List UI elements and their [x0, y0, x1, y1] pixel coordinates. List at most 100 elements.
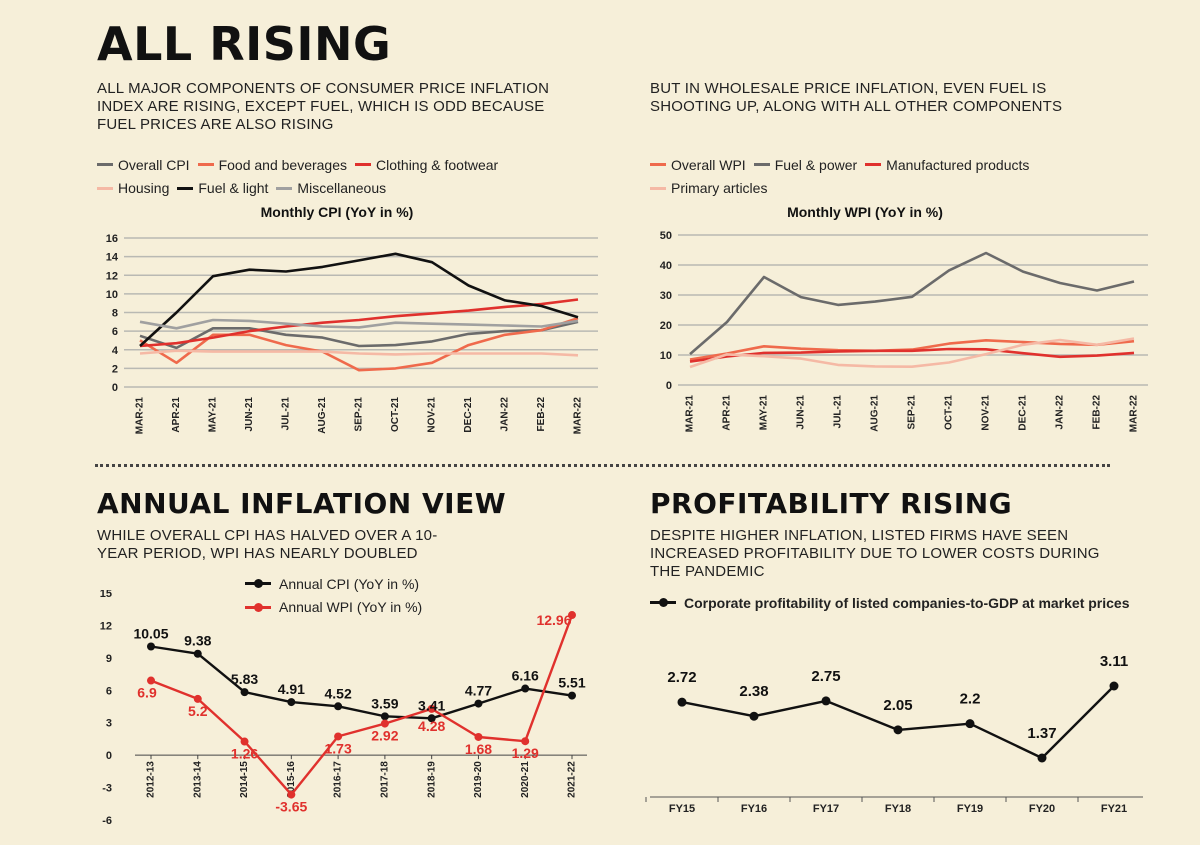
x-tick-label: 2015-16: [286, 761, 297, 798]
legend-item-fuel-light: Fuel & light: [177, 178, 268, 198]
data-point: [893, 725, 903, 735]
x-tick-label: 2017-18: [380, 761, 391, 798]
data-label: 2.92: [371, 728, 398, 744]
legend-label: Fuel & light: [198, 180, 269, 196]
series-line-housing: [139, 349, 579, 357]
legend-swatch: [97, 186, 113, 190]
series-line-overall-cpi: [139, 320, 579, 350]
y-tick-label: 12: [100, 620, 112, 632]
legend-item-overall-cpi: Overall CPI: [97, 155, 190, 175]
data-label: 4.91: [278, 681, 305, 697]
legend-swatch: [650, 163, 666, 166]
data-label: 3.41: [418, 697, 445, 713]
series-line-food-and-beverages: [139, 316, 579, 372]
x-tick-label: DEC-21: [1018, 395, 1029, 431]
y-tick-label: 10: [660, 350, 672, 362]
series-line-miscellaneous: [139, 318, 579, 330]
x-tick-label: MAY-21: [759, 395, 770, 431]
x-tick-label: MAR-22: [573, 397, 584, 435]
data-label: 5.51: [558, 675, 585, 691]
data-point: [193, 649, 202, 658]
x-tick-label: JUN-21: [796, 395, 807, 430]
data-point: [334, 732, 343, 741]
data-point: [147, 642, 155, 651]
legend-swatch: [245, 579, 271, 588]
data-label: 12.96: [536, 612, 571, 628]
legend-item-annual-wpi-yoy-in: Annual WPI (YoY in %): [245, 597, 422, 617]
data-label: 2.72: [667, 669, 696, 686]
legend-label: Corporate profitability of listed compan…: [684, 594, 1130, 611]
data-point: [287, 790, 296, 799]
annual-legend: Annual CPI (YoY in %) Annual WPI (YoY in …: [245, 570, 505, 617]
data-label: 1.26: [231, 746, 258, 762]
y-tick-label: 10: [106, 289, 118, 301]
annual-chart: -6 -3 0 3 6 9 12 15 2012-13 2013-14 2014-15 2015-16…: [100, 590, 587, 827]
x-tick-label: FY15: [669, 803, 695, 815]
legend-label: Housing: [118, 180, 170, 196]
legend-label: Overall WPI: [671, 156, 746, 173]
legend-label: Annual CPI (YoY in %): [279, 575, 420, 592]
legend-label: Primary articles: [671, 180, 768, 196]
y-tick-label: -6: [102, 815, 112, 827]
data-point: [568, 611, 576, 620]
x-tick-label: 2018-19: [426, 761, 437, 798]
data-point: [334, 702, 343, 711]
data-point: [287, 698, 296, 707]
section-divider: [95, 464, 1110, 467]
x-tick-label: 2012-13: [146, 761, 157, 798]
data-label: 1.29: [512, 745, 539, 761]
legend-swatch: [97, 163, 113, 166]
x-tick-label: NOV-21: [981, 395, 992, 431]
x-tick-label: AUG-21: [870, 395, 881, 432]
data-point: [474, 699, 483, 708]
data-point: [821, 696, 831, 706]
x-tick-label: JAN-22: [1055, 395, 1066, 430]
legend-swatch: [177, 186, 194, 190]
x-tick-label: FY21: [1101, 803, 1127, 815]
data-label: 2.75: [811, 668, 840, 685]
legend-swatch: [197, 163, 214, 166]
y-tick-label: 20: [660, 320, 672, 332]
x-tick-label: 2019-20: [473, 761, 484, 798]
legend-label: Manufactured products: [886, 156, 1030, 173]
legend-label: Miscellaneous: [297, 180, 387, 196]
data-point: [474, 732, 483, 741]
y-tick-label: 6: [112, 326, 118, 338]
legend-label: Annual WPI (YoY in %): [279, 599, 423, 615]
data-label: 10.05: [133, 626, 168, 642]
data-label: -3.65: [275, 799, 307, 815]
x-tick-label: MAR-21: [685, 395, 696, 433]
y-tick-label: 30: [660, 290, 672, 302]
data-label: 1.68: [465, 741, 492, 757]
data-point: [427, 704, 436, 713]
y-tick-label: 9: [106, 653, 112, 665]
annual-section-title: ANNUAL INFLATION VIEW: [97, 487, 507, 520]
cpi-section-subtitle: ALL MAJOR COMPONENTS OF CONSUMER PRICE I…: [97, 80, 550, 133]
data-point: [193, 694, 202, 703]
x-tick-label: MAR-22: [1129, 395, 1140, 433]
legend-label: Clothing & footwear: [376, 156, 499, 173]
series-line-clothing-footwear: [139, 298, 579, 348]
series-line-manufactured-products: [689, 347, 1135, 363]
data-point: [965, 719, 975, 729]
cpi-legend: Overall CPI Food and beverages Clothing & …: [97, 151, 577, 198]
x-tick-label: FEB-22: [1092, 395, 1103, 430]
legend-label: Fuel & power: [774, 156, 858, 173]
profit-chart: FY15 FY16 FY17 FY18 FY19 FY20 FY21 2.72 2.38 2.75…: [645, 653, 1143, 815]
x-tick-label: OCT-21: [390, 397, 401, 432]
wpi-chart-title: Monthly WPI (YoY in %): [787, 204, 943, 220]
y-tick-label: 2: [112, 363, 118, 375]
y-tick-label: 50: [660, 230, 672, 242]
x-tick-label: NOV-21: [427, 397, 438, 433]
x-tick-label: FY19: [957, 803, 983, 815]
data-point: [380, 719, 389, 728]
x-tick-label: FY18: [885, 803, 911, 815]
legend-item-food-and-beverages: Food and beverages: [197, 155, 347, 175]
series-line-primary-articles: [689, 337, 1135, 369]
legend-swatch: [865, 163, 882, 166]
x-tick-label: 2020-21: [520, 761, 531, 798]
y-tick-label: 0: [112, 382, 118, 394]
x-tick-label: OCT-21: [944, 395, 955, 430]
y-tick-label: 14: [106, 252, 119, 264]
legend-item-miscellaneous: Miscellaneous: [276, 178, 386, 198]
